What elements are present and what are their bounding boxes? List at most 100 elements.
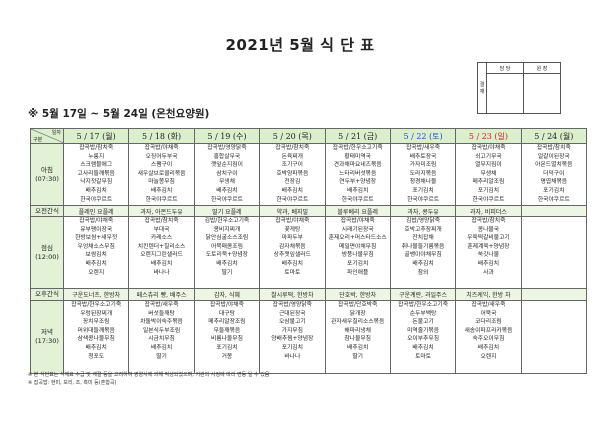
menu-item: 조기구이 — [281, 162, 303, 169]
menu-item: 느타리버섯볶음 — [339, 170, 377, 177]
row-label-text: 오후간식 — [35, 290, 59, 298]
menu-item: 배추김치 — [281, 187, 303, 194]
menu-item: 사과 — [483, 269, 494, 276]
lunch-cell: 잡곡밥/참치죽 부대국 카레소스 치킨텐더+칠리소스 오렌지그린샐러드 배추김치 바나나 — [128, 216, 195, 289]
approval-sign-staff — [486, 73, 524, 114]
menu-period: ※ 5월 17일 ~ 5월 24일 (온천요양원) — [28, 108, 210, 120]
row-breakfast: 아침 (07:30) 잡곡밥/참치죽 누룽지 스크램블에그 고사리들깨볶음 낙지젓갈무침 배추… — [30, 143, 588, 206]
am-snack-cell: 과자, 비피더스 — [455, 205, 522, 217]
am-snack-cell: 과자, 콩두유 — [389, 205, 457, 217]
menu-item: 도라지볶음 — [409, 170, 437, 177]
menu-item: 딸기 — [352, 353, 364, 360]
menu-item: 삼색콩나물무침 — [77, 336, 115, 343]
date-header: 5 / 20 (목) — [259, 128, 326, 144]
approval-sign-director — [523, 73, 561, 114]
breakfast-cell: 잡곡밥/참치죽 돈육찌개 조기구이 호박양파볶음 전장김 배추김치 한국야쿠르트 — [259, 143, 326, 206]
date-header: 5 / 23 (일) — [455, 128, 522, 144]
dinner-cell: 잡곡밥/단호박죽 닭개장 관자새우칠리소스볶음 해파리냉채 참나물무침 배추김치 딸기 — [324, 300, 391, 374]
menu-item: 한방보쌈+새우젓 — [75, 235, 118, 242]
menu-item: 김밥/한우소고기죽 — [204, 218, 250, 224]
menu-item: 전장김 — [284, 179, 301, 186]
breakfast-cell: 잡곡밥/영양닭죽 홍합살무국 깻잎순지짐이 삼치구이 무생채 배추김치 한국야쿠르트 — [193, 143, 261, 206]
menu-item: 메추리알장조림 — [208, 319, 246, 326]
menu-item: 포기김치 — [281, 344, 303, 351]
row-label-dinner: 저녁 (17:30) — [30, 300, 64, 374]
menu-item: 상추깻잎샐러드 — [273, 252, 311, 259]
menu-item: 포기김치 — [543, 187, 565, 194]
lunch-cell: 잡곡밥/야채죽 유부팽이장국 한방보쌈+새우젓 우엉채소스무침 보쌈김치 배추김치 오렌지 — [62, 216, 130, 289]
row-lunch: 점심 (12:00) 잡곡밥/야채죽 유부팽이장국 한방보쌈+새우젓 우엉채소스무침 보쌈김… — [30, 216, 588, 289]
pm-snack-cell: 페스츄리 빵, 배주스 — [128, 288, 195, 301]
menu-item: 참외 — [417, 269, 429, 276]
menu-item: 낙지젓갈무침 — [80, 179, 113, 186]
menu-item: 콩비지찌개 — [213, 226, 241, 233]
menu-item: 스팸구이 — [150, 162, 173, 169]
menu-item: 바나나 — [284, 353, 301, 360]
menu-item: 더덕구이 — [543, 170, 565, 177]
date-header: 5 / 24 (월) — [520, 128, 588, 144]
menu-item: 버섯들깨탕 — [148, 310, 175, 317]
menu-item: 잡곡밥/영양닭죽 — [272, 302, 312, 308]
menu-item: 청포도 — [88, 353, 105, 360]
menu-item: 순두부백탕 — [409, 310, 437, 317]
menu-item: 잡곡밥/한우소고기죽 — [332, 145, 383, 151]
menu-item: 한국야쿠르트 — [276, 196, 309, 203]
menu-item: 훈제오리+머스타드소스 — [328, 235, 387, 242]
menu-item: 가지무침 — [281, 327, 303, 334]
row-label-text: 오전간식 — [35, 206, 59, 215]
row-label-text: 점심 — [41, 243, 53, 252]
menu-item: 배추김치 — [150, 344, 173, 351]
am-snack-cell: 플레인 요플레 — [62, 205, 130, 217]
page-title: 2021년 5월 식 단 표 — [225, 36, 375, 54]
menu-item: 배추김치 — [85, 344, 107, 351]
menu-item: 차돌박이숙주볶음 — [140, 319, 183, 326]
footnote: ※ 본 식단표는 식재료 수급 및 계절 등을 고려하여 영양사에 의해 작성되… — [28, 372, 270, 378]
row-label-text: (12:00) — [35, 252, 59, 261]
menu-item: 잡곡밥/참치죽 — [79, 145, 114, 151]
am-snack-cell: 과자, 아몬드두유 — [128, 205, 195, 217]
menu-item: 새송이파프리카볶음 — [464, 327, 513, 334]
breakfast-cell: 잡곡밥/한우소고기죽 황태미역국 견과채마요네즈볶음 느타리버섯볶음 연두부+양념장 배추… — [324, 143, 391, 206]
menu-item: 배추김치 — [281, 260, 303, 267]
pm-snack-cell: 구운계란, 과일주스 — [389, 288, 457, 301]
menu-item: 명엽채볶음 — [540, 179, 568, 186]
menu-item: 무들깨볶음 — [213, 327, 241, 334]
menu-item: 잡곡밥/야채죽 — [471, 145, 506, 151]
row-label-text: 아침 — [41, 165, 53, 174]
menu-item: 한국야쿠르트 — [210, 196, 243, 203]
row-label-am-snack: 오전간식 — [30, 205, 64, 217]
menu-item: 오렌지 — [480, 353, 497, 360]
menu-item: 마파두부 — [281, 235, 303, 242]
menu-item: 배추김치 — [412, 344, 434, 351]
menu-item: 오징어두부국 — [145, 153, 178, 160]
menu-item: 숙주오이무침 — [472, 336, 505, 343]
menu-item: 한국야쿠르트 — [145, 196, 178, 203]
dinner-cell: 잡곡밥/새우죽 버섯들깨탕 차돌박이숙주볶음 일본식두부조림 시금치무침 배추김치 딸기 — [128, 300, 195, 374]
am-snack-cell: 블루베리 요플레 — [324, 205, 391, 217]
menu-item: 배추김치 — [347, 344, 369, 351]
menu-item: 시금치무침 — [148, 336, 175, 343]
pm-snack-cell: 치즈케익, 한방 차 — [455, 288, 522, 301]
menu-item: 쇠고기무국 — [475, 153, 502, 160]
menu-item: 고사리들깨볶음 — [77, 170, 115, 177]
menu-item: 취나물들기름볶음 — [401, 243, 445, 250]
menu-item: 해파리냉채 — [344, 327, 372, 334]
approval-box: 결 재 담 당 원 장 — [477, 61, 561, 114]
menu-item: 무생채 — [480, 170, 497, 177]
dinner-cell — [520, 300, 588, 374]
menu-item: 방풍나물무침 — [341, 252, 374, 259]
menu-item: 배추김치 — [477, 344, 500, 351]
row-label-lunch: 점심 (12:00) — [30, 216, 64, 289]
menu-item: 카레소스 — [150, 235, 173, 242]
menu-item: 얼갈이된장국 — [537, 153, 570, 160]
menu-item: 잡곡밥/야채죽 — [144, 145, 179, 151]
menu-item: 닭안심굴소스조림 — [205, 235, 249, 242]
menu-item: 포기김치 — [412, 187, 434, 194]
menu-item: 도토리묵+양념장 — [205, 252, 249, 259]
menu-item: 황태미역국 — [344, 153, 372, 160]
menu-item: 어묵매콤조림 — [210, 243, 243, 250]
menu-item: 콩나물국 — [477, 226, 500, 233]
breakfast-cell: 잡곡밥/야채죽 오징어두부국 스팸구이 새우살브로콜리볶음 마늘쫑무침 배추김치 한국야쿠르… — [128, 143, 195, 206]
menu-item: 골뱅이야채무침 — [404, 252, 442, 259]
row-label-pm-snack: 오후간식 — [30, 288, 64, 301]
